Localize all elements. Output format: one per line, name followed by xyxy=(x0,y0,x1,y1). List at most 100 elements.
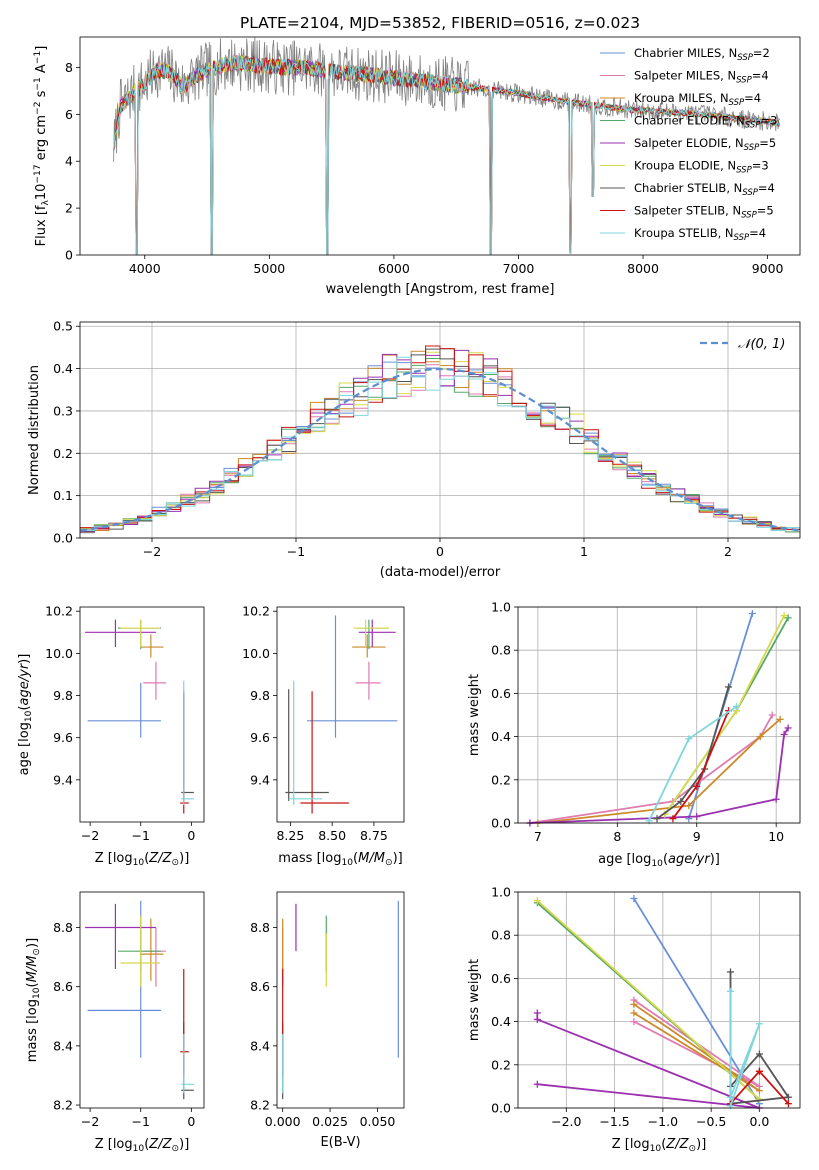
weight-marker-kroupa-miles xyxy=(756,733,764,741)
y-tick-label: 8.4 xyxy=(53,1038,73,1053)
weight-line-kroupa-stelib xyxy=(729,991,761,1107)
y-tick-label: 0.5 xyxy=(53,319,73,334)
x-tick-label: 8000 xyxy=(627,261,659,276)
weight-lines xyxy=(533,894,792,1112)
weight-marker-salpeter-stelib xyxy=(693,782,701,790)
weight-vs-age-panel: 7 8 9 10 0.0 0.2 0.4 0.6 0.8 1.0 age [log10(age/yr… xyxy=(467,600,801,869)
weight-marker-salpeter-elodie xyxy=(533,1015,541,1023)
weight-marker-chabrier-stelib xyxy=(755,1050,763,1058)
x-tick-label: 0.0 xyxy=(749,1114,769,1129)
x-tick-label: −2 xyxy=(81,828,99,843)
x-tick-label: 8 xyxy=(613,829,621,844)
x-tick-label: −0.5 xyxy=(696,1114,726,1129)
x-tick-label: −1 xyxy=(287,544,305,559)
y-tick-label: 0.8 xyxy=(491,928,511,943)
age-vs-mass-panel: 8.25 8.50 8.75 9.4 9.6 9.8 10.0 10.2 mass [log10… xyxy=(242,604,405,868)
error-bars xyxy=(85,619,194,814)
model-line-kroupa-stelib xyxy=(113,53,780,255)
weight-marker-kroupa-elodie xyxy=(780,612,788,620)
x-axis-label: mass [log10(M/M⊙)] xyxy=(278,851,402,868)
y-axis-label: mass [log10(M/M⊙)] xyxy=(25,938,42,1062)
weight-vs-metallicity-panel: −2.0 −1.5 −1.0 −0.5 0.0 0.0 0.2 0.4 0.6 0.8 1.0 Z [… xyxy=(467,885,801,1154)
y-axis-label: mass weight xyxy=(467,674,482,756)
residuals-panel: −2 −1 0 1 2 0.0 0.1 0.2 0.3 0.4 0.5 (data-model)/er… xyxy=(27,319,801,580)
x-axis-label: Z [log10(Z/Z⊙)] xyxy=(612,1137,707,1154)
y-tick-label: 9.6 xyxy=(53,730,73,745)
normal-curve xyxy=(79,367,801,532)
legend-label-kroupa-stelib: Kroupa STELIB, NSSP=4 xyxy=(634,226,766,243)
weight-marker-chabrier-miles xyxy=(630,894,638,902)
weight-marker-kroupa-miles xyxy=(630,1000,638,1008)
y-tick-label: 10.0 xyxy=(242,646,270,661)
weight-line-chabrier-miles xyxy=(633,898,761,1105)
x-tick-label: 0.025 xyxy=(312,1114,348,1129)
x-tick-label: 2 xyxy=(724,544,732,559)
legend-label-chabrier-stelib: Chabrier STELIB, NSSP=4 xyxy=(634,181,775,198)
weight-marker-kroupa-stelib xyxy=(726,987,734,995)
y-tick-label: 9.4 xyxy=(53,772,73,787)
axes-frame xyxy=(517,891,801,1109)
axes-frame xyxy=(276,891,405,1109)
legend-label-kroupa-miles: Kroupa MILES, NSSP=4 xyxy=(634,91,761,108)
weight-marker-kroupa-stelib xyxy=(755,1020,763,1028)
weight-marker-chabrier-stelib xyxy=(677,797,685,805)
weight-marker-chabrier-miles xyxy=(748,609,756,617)
weight-marker-chabrier-elodie xyxy=(784,614,792,622)
weight-marker-chabrier-stelib xyxy=(726,968,734,976)
weight-marker-kroupa-stelib xyxy=(685,735,693,743)
x-tick-label: 4000 xyxy=(129,261,161,276)
x-tick-label: 10 xyxy=(768,829,784,844)
x-tick-label: 9 xyxy=(693,829,701,844)
legend-label-kroupa-elodie: Kroupa ELODIE, NSSP=3 xyxy=(634,159,769,176)
y-tick-label: 8.8 xyxy=(250,920,270,935)
y-tick-label: 2 xyxy=(65,201,73,216)
y-tick-label: 0.1 xyxy=(53,488,73,503)
y-tick-label: 0.2 xyxy=(53,446,73,461)
y-tick-label: 8.4 xyxy=(250,1038,270,1053)
x-tick-label: 5000 xyxy=(253,261,285,276)
y-tick-label: 8.6 xyxy=(53,979,73,994)
y-tick-label: 0.3 xyxy=(53,403,73,418)
y-tick-label: 0.4 xyxy=(53,361,73,376)
error-bars xyxy=(285,615,398,814)
weight-marker-salpeter-elodie xyxy=(533,1080,541,1088)
y-tick-label: 0.4 xyxy=(491,1014,511,1029)
y-tick-label: 9.6 xyxy=(250,730,270,745)
weight-marker-salpeter-miles xyxy=(630,1018,638,1026)
y-tick-label: 10.2 xyxy=(45,604,73,619)
y-axis-label: mass weight xyxy=(467,959,482,1041)
weight-line-kroupa-elodie xyxy=(536,899,761,1101)
x-axis-label: (data-model)/error xyxy=(380,565,501,580)
y-tick-label: 0.6 xyxy=(491,971,511,986)
weight-marker-chabrier-stelib xyxy=(784,1093,792,1101)
x-tick-label: −2 xyxy=(143,544,161,559)
legend-label-chabrier-miles: Chabrier MILES, NSSP=2 xyxy=(634,46,770,63)
weight-marker-salpeter-stelib xyxy=(755,1067,763,1075)
y-tick-label: 9.8 xyxy=(250,688,270,703)
x-tick-label: −1.5 xyxy=(599,1114,629,1129)
x-tick-label: 8.50 xyxy=(318,828,346,843)
weight-lines xyxy=(526,609,792,827)
histogram-chabrier-stelib xyxy=(80,348,800,532)
weight-marker-chabrier-stelib xyxy=(725,683,733,691)
y-tick-label: 0.0 xyxy=(491,1101,511,1116)
x-axis-label: E(B-V) xyxy=(320,1135,360,1150)
spectrum-lines xyxy=(113,37,781,255)
y-tick-label: 8.8 xyxy=(53,920,73,935)
y-tick-label: 8 xyxy=(65,60,73,75)
x-axis-label: wavelength [Angstrom, rest frame] xyxy=(326,282,555,297)
x-tick-label: 0.000 xyxy=(265,1114,301,1129)
y-axis-label: Flux [fλ10−17 erg cm−2 s−1 A−1] xyxy=(33,46,51,247)
axes-frame xyxy=(517,606,801,824)
weight-marker-kroupa-miles xyxy=(630,1009,638,1017)
age-vs-metallicity-panel: −2 −1 0 9.4 9.6 9.8 10.0 10.2 Z [log10(Z/Z⊙)] age… xyxy=(17,604,205,868)
x-tick-label: 7000 xyxy=(503,261,535,276)
y-tick-label: 8.2 xyxy=(250,1098,270,1113)
y-tick-label: 10.0 xyxy=(45,646,73,661)
x-tick-label: −2.0 xyxy=(551,1114,581,1129)
histogram-salpeter-elodie xyxy=(80,349,800,533)
x-tick-label: 0 xyxy=(187,1114,195,1129)
x-tick-label: 0 xyxy=(436,544,444,559)
axes-frame xyxy=(79,36,801,256)
